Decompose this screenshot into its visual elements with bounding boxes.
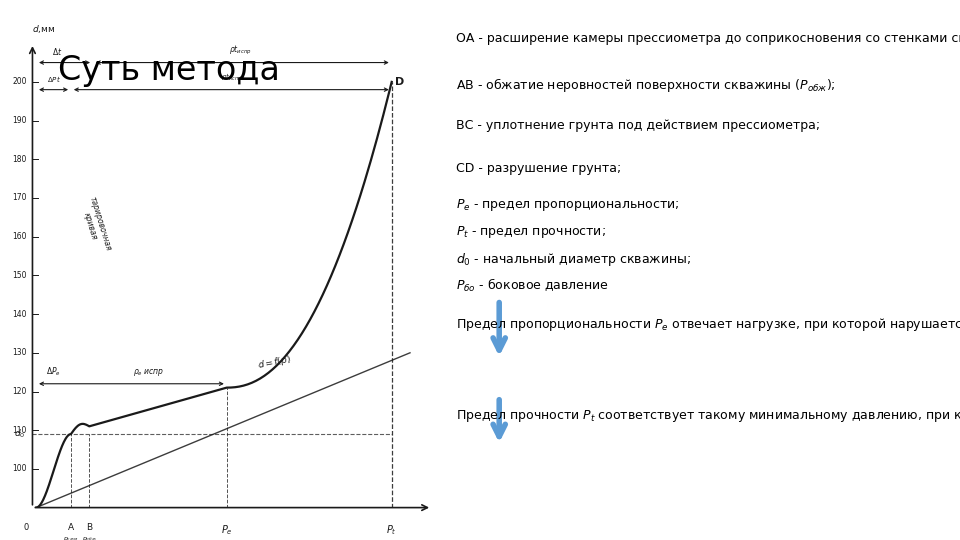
Text: $d_0$ - начальный диаметр скважины;: $d_0$ - начальный диаметр скважины; (456, 251, 691, 268)
Text: 150: 150 (12, 271, 27, 280)
Text: ВС - уплотнение грунта под действием прессиометра;: ВС - уплотнение грунта под действием пре… (456, 119, 820, 132)
Text: A: A (68, 523, 74, 532)
Text: $P_t$ - предел прочности;: $P_t$ - предел прочности; (456, 224, 606, 240)
Text: $P_e$ - предел пропорциональности;: $P_e$ - предел пропорциональности; (456, 197, 680, 213)
Text: 130: 130 (12, 348, 27, 357)
Text: Суть метода: Суть метода (58, 54, 279, 87)
Text: $d_0$: $d_0$ (13, 428, 25, 440)
Text: тарировочная
кривая: тарировочная кривая (77, 195, 112, 255)
Text: 120: 120 (12, 387, 27, 396)
Text: 180: 180 (12, 155, 27, 164)
Text: $p_{обж}$: $p_{обж}$ (82, 535, 97, 540)
Text: АВ - обжатие неровностей поверхности скважины ($P_{обж}$);: АВ - обжатие неровностей поверхности скв… (456, 76, 835, 93)
Text: 140: 140 (12, 309, 27, 319)
Text: CD - разрушение грунта;: CD - разрушение грунта; (456, 162, 621, 175)
Text: 0: 0 (24, 523, 29, 532)
Text: $P_e$: $P_e$ (221, 523, 232, 537)
Text: $P_{бо}$ - боковое давление: $P_{бо}$ - боковое давление (456, 277, 609, 294)
Text: $\rho t_{испр}$: $\rho t_{испр}$ (221, 71, 242, 84)
Text: $\Delta P t$: $\Delta P t$ (46, 74, 60, 84)
Text: 190: 190 (12, 116, 27, 125)
Text: $\rho_e$ испр: $\rho_e$ испр (133, 367, 164, 378)
Text: 110: 110 (12, 426, 27, 435)
Text: 170: 170 (12, 193, 27, 202)
Text: $p_{сжм}$: $p_{сжм}$ (63, 535, 79, 540)
Text: 160: 160 (12, 232, 27, 241)
Text: Предел пропорциональности $P_e$ отвечает нагрузке, при которой нарушается линейн: Предел пропорциональности $P_e$ отвечает… (456, 316, 960, 333)
Text: 200: 200 (12, 77, 27, 86)
Text: ОА - расширение камеры прессиометра до соприкосновения со стенками скважины;: ОА - расширение камеры прессиометра до с… (456, 32, 960, 45)
Text: B: B (86, 523, 92, 532)
Text: D: D (396, 77, 404, 87)
Text: 100: 100 (12, 464, 27, 474)
Text: Предел прочности $P_t$ соответствует такому минимальному давлению, при котором д: Предел прочности $P_t$ соответствует так… (456, 408, 960, 424)
Text: $\Delta t$: $\Delta t$ (52, 46, 62, 57)
Text: $P_t$: $P_t$ (386, 523, 397, 537)
Text: $\Delta P_e$: $\Delta P_e$ (46, 366, 61, 378)
Text: $d=f(p)$: $d=f(p)$ (256, 353, 292, 372)
Text: $d$,мм: $d$,мм (33, 23, 56, 36)
Text: $\rho t_{испр}$: $\rho t_{испр}$ (229, 44, 252, 57)
